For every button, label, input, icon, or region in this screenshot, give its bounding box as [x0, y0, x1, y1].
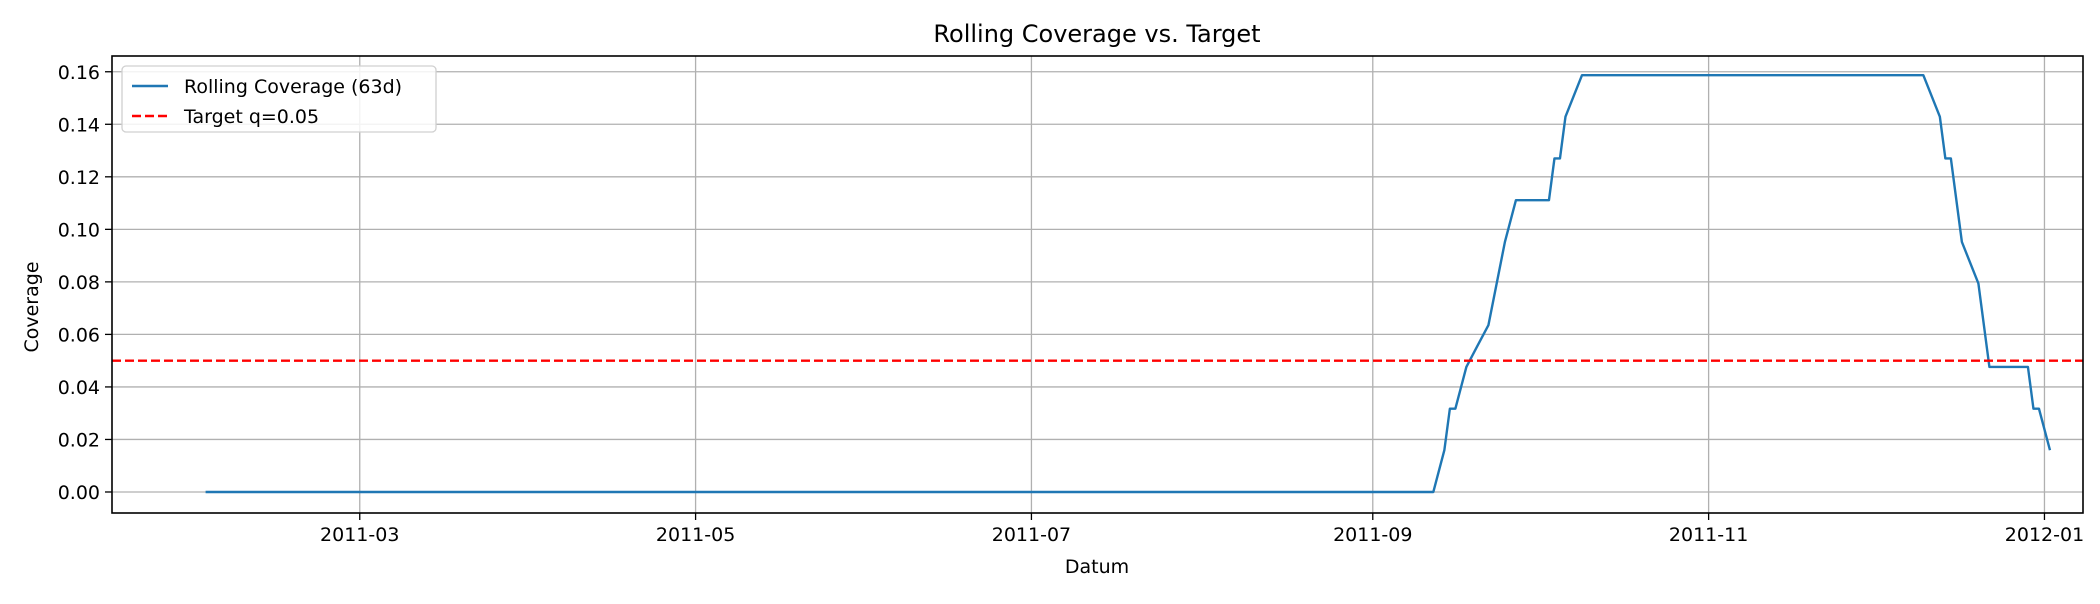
x-tick-label: 2011-05 [656, 524, 735, 546]
x-tick-label: 2011-03 [320, 524, 399, 546]
y-tick-label: 0.04 [58, 377, 100, 399]
plot-frame [111, 55, 2084, 514]
legend-label: Rolling Coverage (63d) [184, 76, 402, 98]
y-tick-label: 0.08 [58, 272, 100, 294]
x-tick-label: 2012-01 [2005, 524, 2084, 546]
legend-box [121, 65, 437, 133]
y-tick-label: 0.00 [58, 482, 100, 504]
x-tick-label: 2011-07 [992, 524, 1071, 546]
y-tick-label: 0.16 [58, 62, 100, 84]
chart-title: Rolling Coverage vs. Target [933, 20, 1260, 48]
y-tick-label: 0.14 [58, 114, 100, 136]
x-tick-label: 2011-09 [1333, 524, 1412, 546]
y-tick-label: 0.02 [58, 429, 100, 451]
y-axis-label: Coverage [21, 261, 43, 352]
x-tick-label: 2011-11 [1669, 524, 1748, 546]
series-line-rolling-coverage [205, 73, 2052, 494]
legend: Rolling Coverage (63d) Target q=0.05 [121, 65, 437, 133]
y-tick-label: 0.10 [58, 219, 100, 241]
x-axis-label: Datum [1065, 556, 1129, 578]
y-tick-label: 0.06 [58, 324, 100, 346]
axis-ticks: 2011-03 2011-05 2011-07 2011-09 2011-11 2012-… [58, 62, 2084, 546]
grid [112, 56, 2083, 513]
series [112, 73, 2083, 494]
legend-label: Target q=0.05 [183, 106, 319, 128]
y-tick-label: 0.12 [58, 167, 100, 189]
